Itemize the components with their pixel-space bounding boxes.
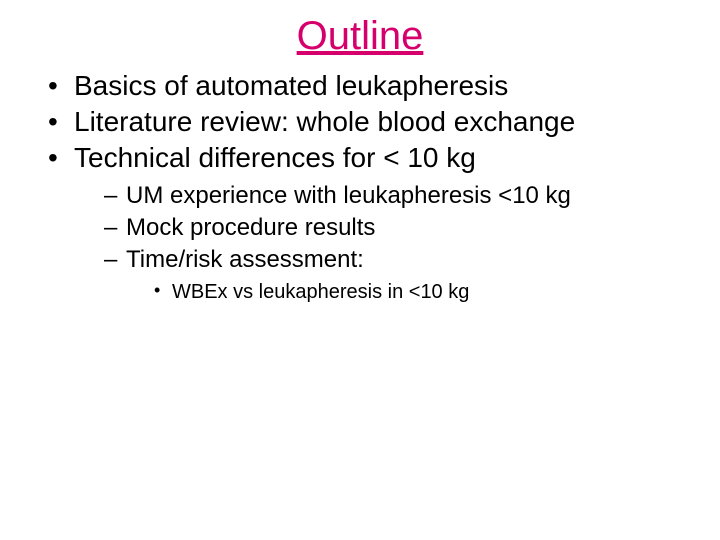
sub-bullet-item: UM experience with leukapheresis <10 kg — [104, 181, 680, 211]
slide-title: Outline — [0, 14, 720, 59]
sub-bullet-item: Mock procedure results — [104, 213, 680, 243]
slide: Outline Basics of automated leukapheresi… — [0, 14, 720, 540]
bullet-item: Basics of automated leukapheresis — [48, 69, 680, 103]
subsub-bullet-item: WBEx vs leukapheresis in <10 kg — [154, 279, 680, 305]
bullet-list: Basics of automated leukapheresis Litera… — [0, 69, 720, 305]
bullet-item: Technical differences for < 10 kg UM exp… — [48, 141, 680, 305]
subsub-bullet-list: WBEx vs leukapheresis in <10 kg — [126, 279, 680, 305]
bullet-text: Technical differences for < 10 kg — [74, 142, 476, 173]
sub-bullet-text: Time/risk assessment: — [126, 246, 364, 273]
sub-bullet-list: UM experience with leukapheresis <10 kg … — [74, 181, 680, 305]
bullet-item: Literature review: whole blood exchange — [48, 105, 680, 139]
sub-bullet-item: Time/risk assessment: WBEx vs leukaphere… — [104, 245, 680, 305]
